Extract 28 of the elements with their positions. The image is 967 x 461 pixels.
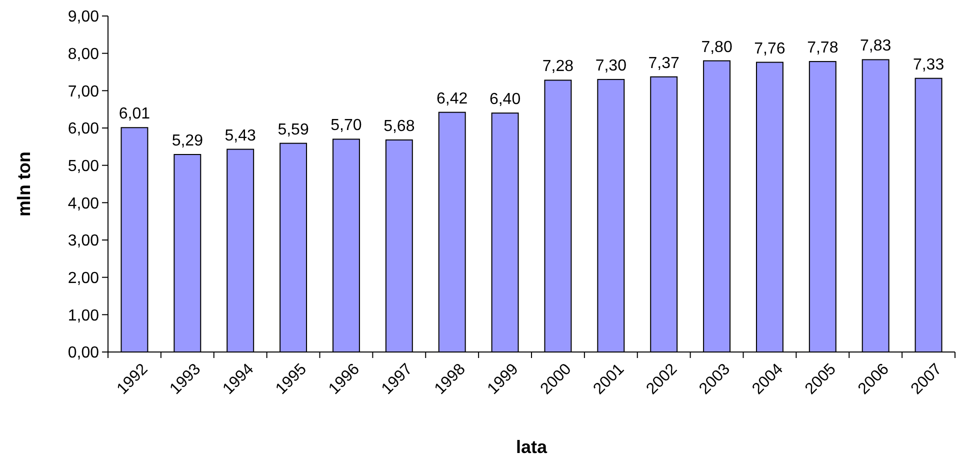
data-label: 7,33 <box>912 56 944 74</box>
y-tick-label: 3,00 <box>68 232 100 250</box>
data-label: 7,80 <box>701 38 732 56</box>
y-axis-title: mln ton <box>14 152 34 216</box>
y-tick-label: 2,00 <box>68 270 100 287</box>
data-label: 7,30 <box>595 57 627 74</box>
data-label: 7,28 <box>542 58 574 76</box>
y-tick-label: 9,00 <box>68 8 100 26</box>
data-label: 7,83 <box>860 38 892 55</box>
y-tick-label: 5,00 <box>68 158 100 175</box>
data-label: 5,43 <box>224 127 256 144</box>
data-label: 7,76 <box>754 40 786 58</box>
data-label: 7,78 <box>807 40 838 57</box>
y-tick-label: 4,00 <box>68 195 100 212</box>
y-tick-label: 6,00 <box>68 120 100 138</box>
x-axis-title: lata <box>516 437 548 457</box>
data-label: 6,01 <box>118 106 150 123</box>
data-label: 5,68 <box>384 118 415 135</box>
data-label: 5,29 <box>172 132 204 150</box>
data-label: 5,70 <box>330 117 362 134</box>
data-label: 6,40 <box>489 91 521 108</box>
y-tick-label: 7,00 <box>68 83 100 100</box>
y-tick-label: 1,00 <box>68 307 100 324</box>
data-label: 7,37 <box>648 54 680 72</box>
data-label: 6,42 <box>436 90 468 108</box>
y-tick-label: 0,00 <box>68 344 100 362</box>
data-label: 5,59 <box>278 121 309 138</box>
y-tick-label: 8,00 <box>68 46 100 63</box>
